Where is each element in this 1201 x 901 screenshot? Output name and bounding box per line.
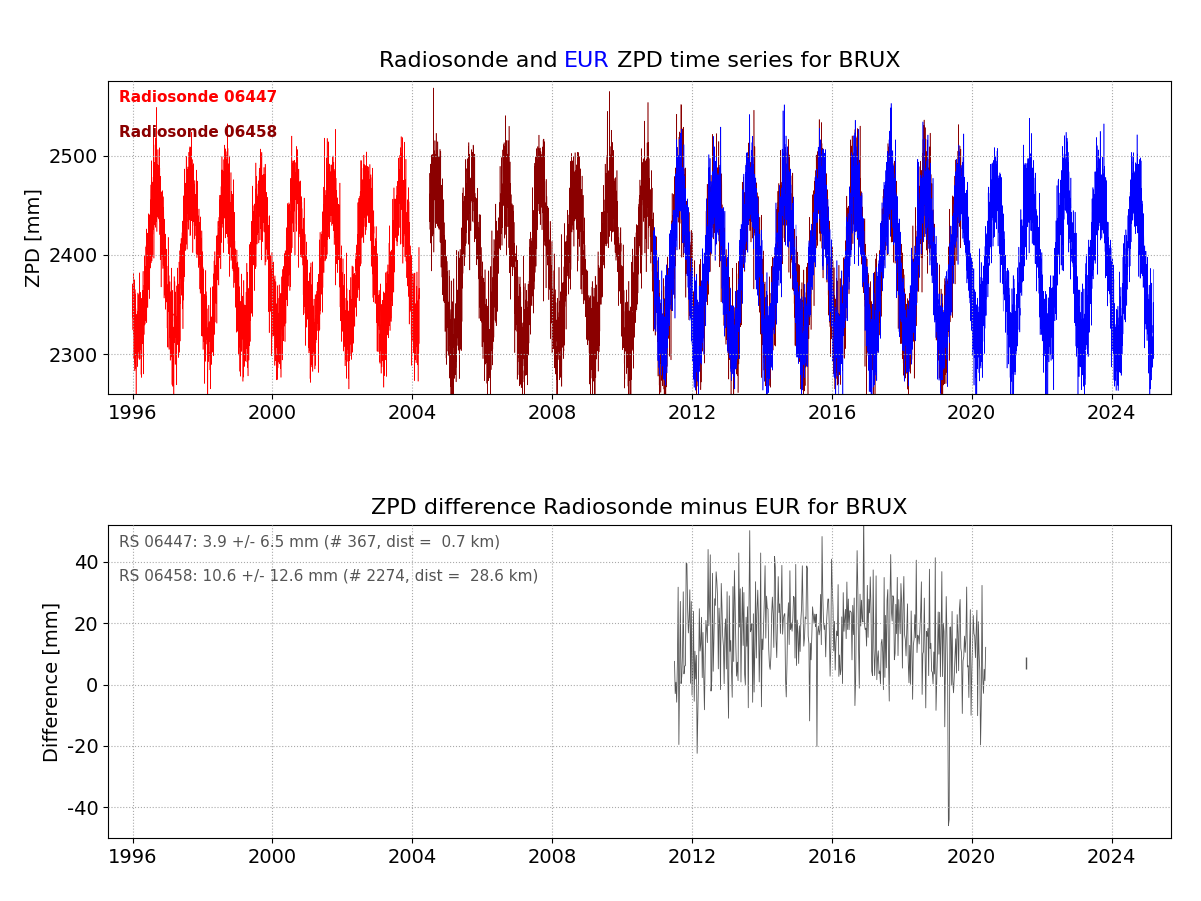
Text: Radiosonde and: Radiosonde and	[378, 51, 564, 71]
Text: RS 06458: 10.6 +/- 12.6 mm (# 2274, dist =  28.6 km): RS 06458: 10.6 +/- 12.6 mm (# 2274, dist…	[119, 569, 538, 584]
Text: ZPD time series for BRUX: ZPD time series for BRUX	[610, 51, 901, 71]
Y-axis label: ZPD [mm]: ZPD [mm]	[24, 188, 43, 287]
Text: EUR: EUR	[564, 51, 610, 71]
Text: Radiosonde 06458: Radiosonde 06458	[119, 125, 277, 140]
Text: RS 06447: 3.9 +/- 6.5 mm (# 367, dist =  0.7 km): RS 06447: 3.9 +/- 6.5 mm (# 367, dist = …	[119, 534, 500, 550]
Title: ZPD difference Radiosonde minus EUR for BRUX: ZPD difference Radiosonde minus EUR for …	[371, 498, 908, 518]
Text: Radiosonde 06447: Radiosonde 06447	[119, 90, 277, 105]
Y-axis label: Difference [mm]: Difference [mm]	[42, 602, 61, 761]
